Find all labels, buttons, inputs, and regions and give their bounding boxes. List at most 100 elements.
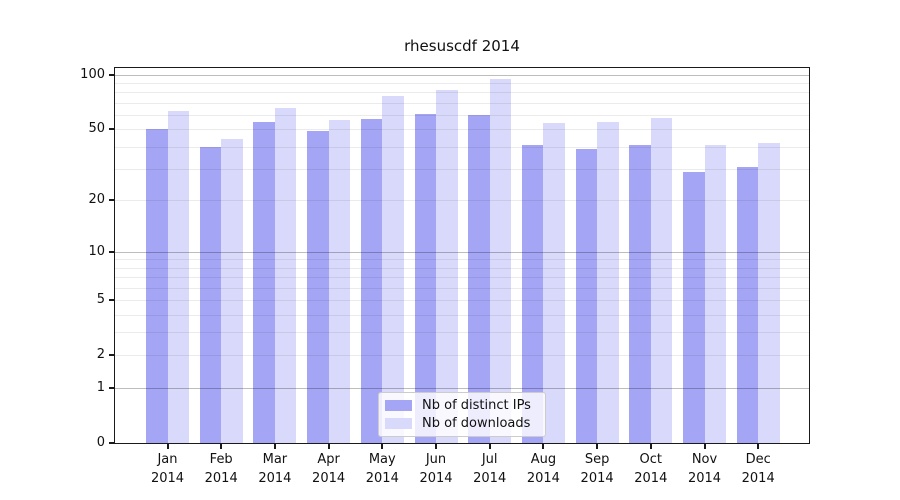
gridline-minor-6 bbox=[115, 287, 809, 289]
x-tick-label-month: Apr bbox=[317, 452, 340, 467]
gridline-minor-9 bbox=[115, 259, 809, 261]
plot-area: Nb of distinct IPs Nb of downloads Jan 20… bbox=[80, 67, 810, 486]
bar-downloads-dec bbox=[758, 142, 780, 443]
gridline-minor-2 bbox=[115, 355, 809, 357]
y-tick-label-2: 2 bbox=[96, 347, 105, 363]
x-tick-label-month: Nov bbox=[691, 452, 718, 467]
bar-distinct-ips-apr bbox=[307, 130, 329, 443]
gridline-minor-20 bbox=[115, 200, 809, 202]
bar-distinct-ips-mar bbox=[253, 121, 275, 443]
x-tick-label-year: 2014 bbox=[526, 471, 560, 486]
x-tick-label-year: 2014 bbox=[258, 471, 292, 486]
x-tick-label-nov: Nov 2014 bbox=[673, 450, 737, 488]
gridline-minor-60 bbox=[115, 115, 809, 117]
x-tick-label-month: Aug bbox=[530, 452, 557, 467]
gridline-minor-30 bbox=[115, 169, 809, 171]
gridline-minor-8 bbox=[115, 267, 809, 269]
x-tick-label-dec: Dec 2014 bbox=[726, 450, 790, 488]
bar-distinct-ips-oct bbox=[629, 144, 651, 443]
x-tick-label-month: Jun bbox=[425, 452, 447, 467]
gridline-minor-50 bbox=[115, 129, 809, 131]
legend-label-downloads: Nb of downloads bbox=[422, 416, 531, 431]
y-tick-label-20: 20 bbox=[88, 192, 105, 208]
x-tick-mar bbox=[273, 443, 276, 449]
x-tick-label-year: 2014 bbox=[312, 471, 346, 486]
bar-distinct-ips-dec bbox=[736, 166, 759, 443]
x-tick-label-jun: Jun 2014 bbox=[404, 450, 468, 488]
y-tick-label-50: 50 bbox=[88, 121, 105, 137]
bar-distinct-ips-jan bbox=[146, 129, 168, 443]
y-tick-label-100: 100 bbox=[80, 66, 105, 82]
gridline-minor-70 bbox=[115, 102, 809, 104]
x-tick-label-oct: Oct 2014 bbox=[619, 450, 683, 488]
x-tick-label-apr: Apr 2014 bbox=[297, 450, 361, 488]
x-tick-label-jul: Jul 2014 bbox=[458, 450, 522, 488]
x-tick-jul bbox=[488, 443, 491, 449]
bar-downloads-mar bbox=[274, 107, 297, 443]
gridline-minor-90 bbox=[115, 83, 809, 85]
bar-distinct-ips-sep bbox=[575, 148, 598, 443]
bar-distinct-ips-nov bbox=[683, 171, 705, 443]
y-tick-label-5: 5 bbox=[96, 292, 105, 308]
x-tick-label-year: 2014 bbox=[419, 471, 453, 486]
x-tick-label-month: Jul bbox=[481, 452, 498, 467]
x-tick-label-month: Dec bbox=[745, 452, 771, 467]
x-tick-label-sep: Sep 2014 bbox=[565, 450, 629, 488]
legend-swatch-downloads bbox=[385, 418, 412, 429]
bar-distinct-ips-jul bbox=[468, 115, 490, 443]
gridline-minor-5 bbox=[115, 300, 809, 302]
x-tick-label-mar: Mar 2014 bbox=[243, 450, 307, 488]
bar-distinct-ips-feb bbox=[199, 146, 222, 443]
x-tick-jan bbox=[166, 443, 169, 449]
x-tick-nov bbox=[703, 443, 706, 449]
bar-downloads-sep bbox=[597, 121, 619, 443]
y-tick-10 bbox=[109, 250, 115, 253]
x-tick-label-month: Oct bbox=[639, 452, 663, 467]
bar-distinct-ips-aug bbox=[521, 144, 544, 443]
y-tick-label-0: 0 bbox=[96, 435, 105, 450]
gridline-minor-3 bbox=[115, 332, 809, 334]
bar-downloads-oct bbox=[650, 117, 673, 443]
x-tick-label-year: 2014 bbox=[365, 471, 399, 486]
y-tick-50 bbox=[109, 128, 115, 131]
x-tick-label-year: 2014 bbox=[634, 471, 668, 486]
x-tick-label-month: Feb bbox=[209, 452, 233, 467]
y-tick-20 bbox=[109, 199, 115, 202]
x-tick-label-month: Sep bbox=[584, 452, 610, 467]
gridline-minor-40 bbox=[115, 146, 809, 148]
bar-downloads-feb bbox=[221, 139, 243, 443]
gridline-minor-4 bbox=[115, 314, 809, 316]
x-tick-label-year: 2014 bbox=[473, 471, 507, 486]
x-tick-label-year: 2014 bbox=[741, 471, 775, 486]
x-tick-label-year: 2014 bbox=[204, 471, 238, 486]
bar-downloads-nov bbox=[704, 144, 726, 443]
x-tick-dec bbox=[757, 443, 760, 449]
bar-downloads-apr bbox=[328, 120, 351, 443]
x-tick-jun bbox=[435, 443, 437, 449]
legend: Nb of distinct IPs Nb of downloads bbox=[378, 392, 546, 437]
legend-item-downloads: Nb of downloads bbox=[385, 416, 539, 431]
x-tick-aug bbox=[542, 443, 545, 449]
y-tick-2 bbox=[109, 354, 115, 357]
bar-distinct-ips-jun bbox=[414, 113, 436, 443]
y-tick-1 bbox=[109, 386, 115, 389]
x-tick-label-may: May 2014 bbox=[350, 450, 414, 488]
y-tick-label-1: 1 bbox=[96, 379, 105, 395]
x-tick-label-year: 2014 bbox=[150, 471, 185, 486]
x-tick-label-aug: Aug 2014 bbox=[511, 450, 575, 488]
gridline-major-1 bbox=[115, 387, 809, 389]
x-tick-label-year: 2014 bbox=[580, 471, 614, 486]
gridline-minor-7 bbox=[115, 277, 809, 279]
legend-label-distinct-ips: Nb of distinct IPs bbox=[422, 398, 531, 413]
x-tick-sep bbox=[596, 443, 599, 449]
x-tick-feb bbox=[220, 443, 223, 449]
x-tick-label-month: Mar bbox=[262, 452, 288, 467]
gridline-major-100 bbox=[115, 74, 809, 76]
gridline-major-10 bbox=[115, 251, 809, 253]
x-tick-label-year: 2014 bbox=[687, 471, 722, 486]
x-tick-apr bbox=[327, 443, 330, 449]
legend-swatch-distinct-ips bbox=[385, 400, 412, 411]
y-tick-0 bbox=[109, 442, 115, 444]
gridline-minor-80 bbox=[115, 92, 809, 94]
